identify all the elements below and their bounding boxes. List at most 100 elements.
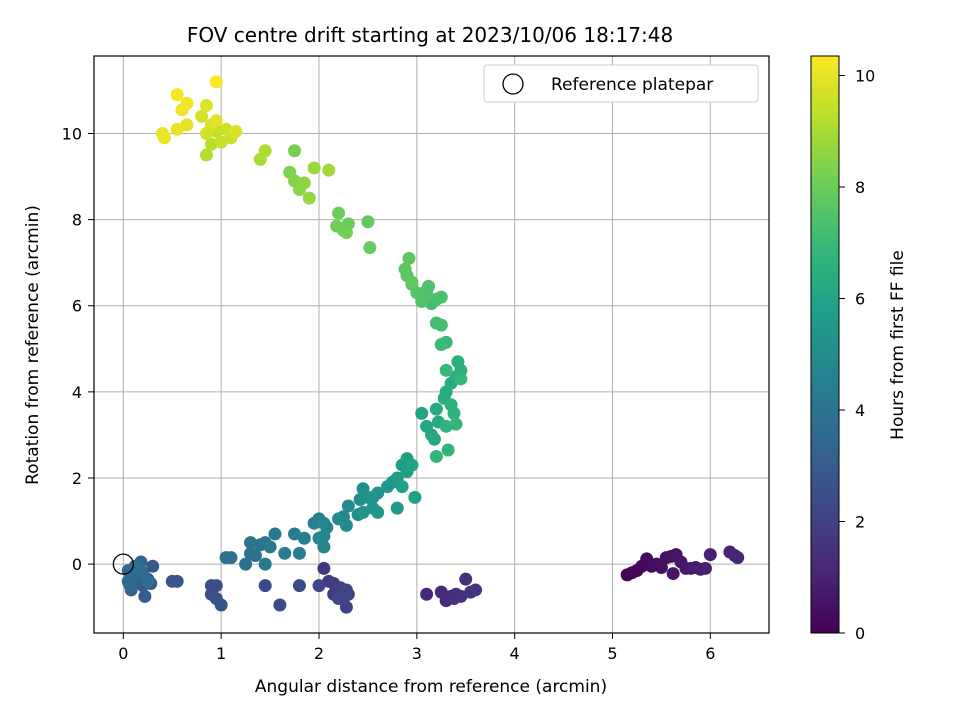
x-tick-label: 2 xyxy=(314,644,324,663)
scatter-point xyxy=(371,505,385,519)
reference-platepar-point xyxy=(112,553,134,575)
scatter-point xyxy=(363,241,377,255)
scatter-point xyxy=(170,88,184,102)
scatter-point xyxy=(214,598,228,612)
scatter-point xyxy=(263,540,277,554)
scatter-point xyxy=(278,546,292,560)
scatter-point xyxy=(439,335,453,349)
colorbar: 0 2 4 6 8 10 Hours from first FF file xyxy=(810,55,908,643)
scatter-point xyxy=(398,262,412,276)
x-tick-label: 1 xyxy=(216,644,226,663)
scatter-point xyxy=(317,561,331,575)
x-tick-label: 6 xyxy=(705,644,715,663)
y-tick-label: 10 xyxy=(62,125,82,144)
scatter-point xyxy=(224,551,238,565)
y-tick-label: 0 xyxy=(72,555,82,574)
y-tick-label: 2 xyxy=(72,469,82,488)
scatter-point xyxy=(395,480,409,494)
x-tick-label: 0 xyxy=(118,644,128,663)
colorbar-gradient xyxy=(811,56,839,633)
scatter-point xyxy=(273,598,287,612)
scatter-point xyxy=(339,600,353,614)
scatter-point xyxy=(415,406,429,420)
scatter-point xyxy=(434,318,448,332)
scatter-point xyxy=(439,419,453,433)
scatter-point xyxy=(469,583,483,597)
x-tick-label: 5 xyxy=(607,644,617,663)
scatter-point xyxy=(292,579,306,593)
scatter-point xyxy=(441,443,455,457)
colorbar-frame xyxy=(810,55,840,634)
chart-title: FOV centre drift starting at 2023/10/06 … xyxy=(187,23,673,47)
scatter-point xyxy=(180,118,194,132)
scatter-point xyxy=(454,372,468,386)
colorbar-tick-label: 8 xyxy=(855,178,865,197)
scatter-point xyxy=(200,148,213,162)
scatter-point xyxy=(447,406,461,420)
scatter-point xyxy=(434,290,448,304)
scatter-point xyxy=(312,531,326,545)
scatter-point xyxy=(288,144,302,158)
y-tick-label: 8 xyxy=(72,211,82,230)
scatter-point xyxy=(209,75,223,89)
scatter-point xyxy=(361,215,375,229)
y-tick-label: 4 xyxy=(72,383,82,402)
scatter-point xyxy=(214,135,228,149)
scatter-point xyxy=(138,589,152,603)
scatter-point xyxy=(302,191,316,205)
scatter-point xyxy=(239,557,253,571)
scatter-point xyxy=(209,114,223,128)
scatter-point xyxy=(157,131,171,145)
scatter-point xyxy=(288,527,302,541)
scatter-point xyxy=(439,363,453,377)
scatter-point xyxy=(322,163,336,177)
legend-box xyxy=(483,64,759,103)
scatter-point xyxy=(427,432,441,446)
scatter-point xyxy=(390,501,404,515)
scatter-point xyxy=(371,486,385,500)
scatter-point xyxy=(429,449,443,463)
scatter-point xyxy=(459,572,473,586)
scatter-point xyxy=(356,505,370,519)
scatter-point xyxy=(204,137,218,151)
scatter-point xyxy=(312,579,326,593)
y-tick-label: 6 xyxy=(72,297,82,316)
scatter-point xyxy=(703,548,717,562)
scatter-point xyxy=(123,579,137,593)
scatter-point xyxy=(200,99,213,113)
scatter-point xyxy=(195,109,209,123)
scatter-point xyxy=(248,548,262,562)
scatter-point xyxy=(258,144,272,158)
scatter-point xyxy=(339,226,353,240)
scatter-point xyxy=(654,561,668,575)
scatter-point xyxy=(405,275,419,289)
grid xyxy=(94,56,769,633)
scatter-point xyxy=(297,531,311,545)
scatter-point xyxy=(244,536,258,550)
scatter-point xyxy=(454,589,468,603)
y-axis-ticks: 0 2 4 6 8 10 xyxy=(62,125,94,574)
colorbar-ticks: 0 2 4 6 8 10 xyxy=(839,67,875,643)
plot-area-frame xyxy=(93,55,770,634)
scatter-point xyxy=(297,176,311,190)
scatter-series xyxy=(121,75,745,614)
scatter-point xyxy=(449,417,463,431)
scatter-point xyxy=(258,579,272,593)
x-axis-ticks: 0 1 2 3 4 5 6 xyxy=(118,633,715,663)
legend: Reference platepar xyxy=(483,64,759,103)
scatter-point xyxy=(339,518,353,532)
legend-marker xyxy=(502,73,524,95)
scatter-point xyxy=(420,587,434,601)
scatter-point xyxy=(408,490,422,504)
scatter-point xyxy=(332,206,346,220)
scatter-point xyxy=(405,458,419,472)
colorbar-tick-label: 4 xyxy=(855,401,865,420)
scatter-point xyxy=(292,546,306,560)
scatter-point xyxy=(402,251,416,265)
y-axis-label: Rotation from reference (arcmin) xyxy=(23,205,43,485)
scatter-point xyxy=(180,96,194,110)
x-tick-label: 3 xyxy=(412,644,422,663)
scatter-point xyxy=(229,124,243,138)
scatter-point xyxy=(731,551,745,565)
